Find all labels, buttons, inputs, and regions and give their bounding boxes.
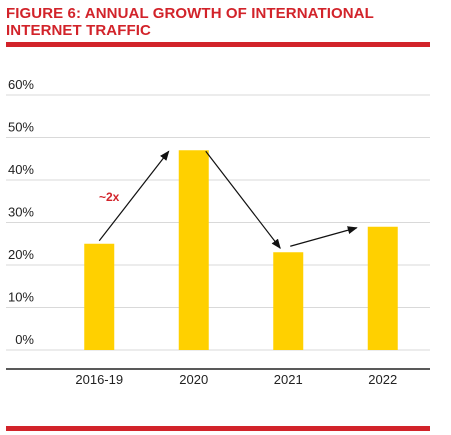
x-tick-label: 2022 bbox=[368, 372, 397, 387]
y-tick-label: 40% bbox=[8, 162, 34, 177]
bar-2016-19 bbox=[84, 243, 115, 350]
y-tick-label: 20% bbox=[8, 247, 34, 262]
footer-rule bbox=[6, 426, 430, 431]
x-tick-label: 2021 bbox=[274, 372, 303, 387]
bar-2022 bbox=[367, 226, 398, 350]
annotation-arrow bbox=[290, 226, 358, 247]
annotation-arrow bbox=[205, 150, 281, 250]
y-tick-label: 60% bbox=[8, 77, 34, 92]
y-tick-label: 0% bbox=[15, 332, 34, 347]
x-tick-label: 2016-19 bbox=[75, 372, 123, 387]
chart-title: FIGURE 6: ANNUAL GROWTH OF INTERNATIONAL… bbox=[6, 5, 374, 39]
annotation-label: ~2x bbox=[99, 190, 120, 204]
header-rule bbox=[6, 42, 430, 47]
y-tick-label: 30% bbox=[8, 205, 34, 220]
y-tick-label: 10% bbox=[8, 290, 34, 305]
x-tick-label: 2020 bbox=[179, 372, 208, 387]
y-tick-label: 50% bbox=[8, 120, 34, 135]
annotation-arrow bbox=[98, 150, 170, 242]
bar-2020 bbox=[178, 150, 209, 350]
bar-2021 bbox=[273, 252, 304, 350]
